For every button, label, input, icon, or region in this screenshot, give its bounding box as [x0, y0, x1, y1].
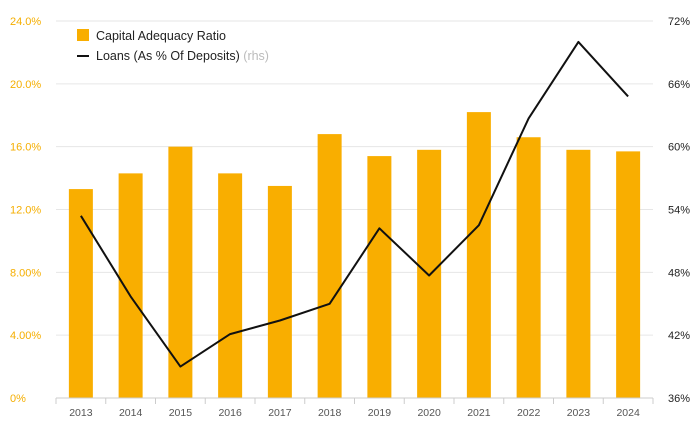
- y-left-tick-label: 24.0%: [10, 16, 41, 28]
- x-tick-label: 2016: [218, 407, 242, 419]
- bar-2014: [118, 173, 143, 398]
- legend-suffix-rhs: (rhs): [243, 49, 269, 63]
- bar-2018: [317, 134, 342, 398]
- legend: Capital Adequacy Ratio Loans (As % Of Dep…: [77, 29, 269, 63]
- bar-2019: [367, 156, 392, 398]
- y-left-tick-label: 16.0%: [10, 142, 41, 154]
- y-left-tick-label: 12.0%: [10, 205, 41, 217]
- x-tick-label: 2019: [368, 407, 392, 419]
- y-left-tick-label: 20.0%: [10, 79, 41, 91]
- x-tick-label: 2022: [517, 407, 541, 419]
- x-tick-label: 2023: [567, 407, 591, 419]
- bar-2021: [466, 112, 491, 398]
- y-left-tick-label: 0%: [10, 393, 26, 405]
- bar-series: [68, 112, 641, 398]
- bar-2023: [566, 149, 591, 398]
- x-tick-label: 2021: [467, 407, 491, 419]
- grid-lines: [56, 20, 653, 336]
- x-tick-label: 2013: [69, 407, 93, 419]
- y-right-tick-label: 66%: [668, 79, 690, 91]
- x-tick-label: 2017: [268, 407, 292, 419]
- y-left-tick-label: 4.00%: [10, 330, 41, 342]
- bar-2016: [218, 173, 243, 398]
- y-left-tick-label: 8.00%: [10, 267, 41, 279]
- x-tick-label: 2014: [119, 407, 143, 419]
- line-series: [80, 40, 629, 368]
- bar-2020: [417, 149, 442, 398]
- x-tick-label: 2015: [169, 407, 193, 419]
- y-right-tick-label: 72%: [668, 16, 690, 28]
- legend-swatch-car: [77, 29, 89, 41]
- bar-2022: [516, 137, 541, 398]
- y-right-tick-label: 48%: [668, 267, 690, 279]
- y-right-tick-label: 60%: [668, 142, 690, 154]
- bar-2013: [68, 189, 93, 398]
- y-right-tick-label: 54%: [668, 205, 690, 217]
- axes: 0% 4.00% 8.00% 12.0% 16.0% 20.0% 24.0% 36% 42% 48…: [10, 16, 690, 419]
- y-right-tick-label: 36%: [668, 393, 690, 405]
- legend-label-loans: Loans (As % Of Deposits) (rhs): [96, 49, 269, 63]
- bar-2017: [267, 185, 292, 398]
- bar-2024: [616, 151, 641, 398]
- y-right-tick-label: 42%: [668, 330, 690, 342]
- loans-line: [80, 40, 629, 368]
- x-tick-label: 2018: [318, 407, 342, 419]
- x-tick-label: 2024: [616, 407, 640, 419]
- legend-label-car: Capital Adequacy Ratio: [96, 29, 226, 43]
- x-tick-label: 2020: [417, 407, 441, 419]
